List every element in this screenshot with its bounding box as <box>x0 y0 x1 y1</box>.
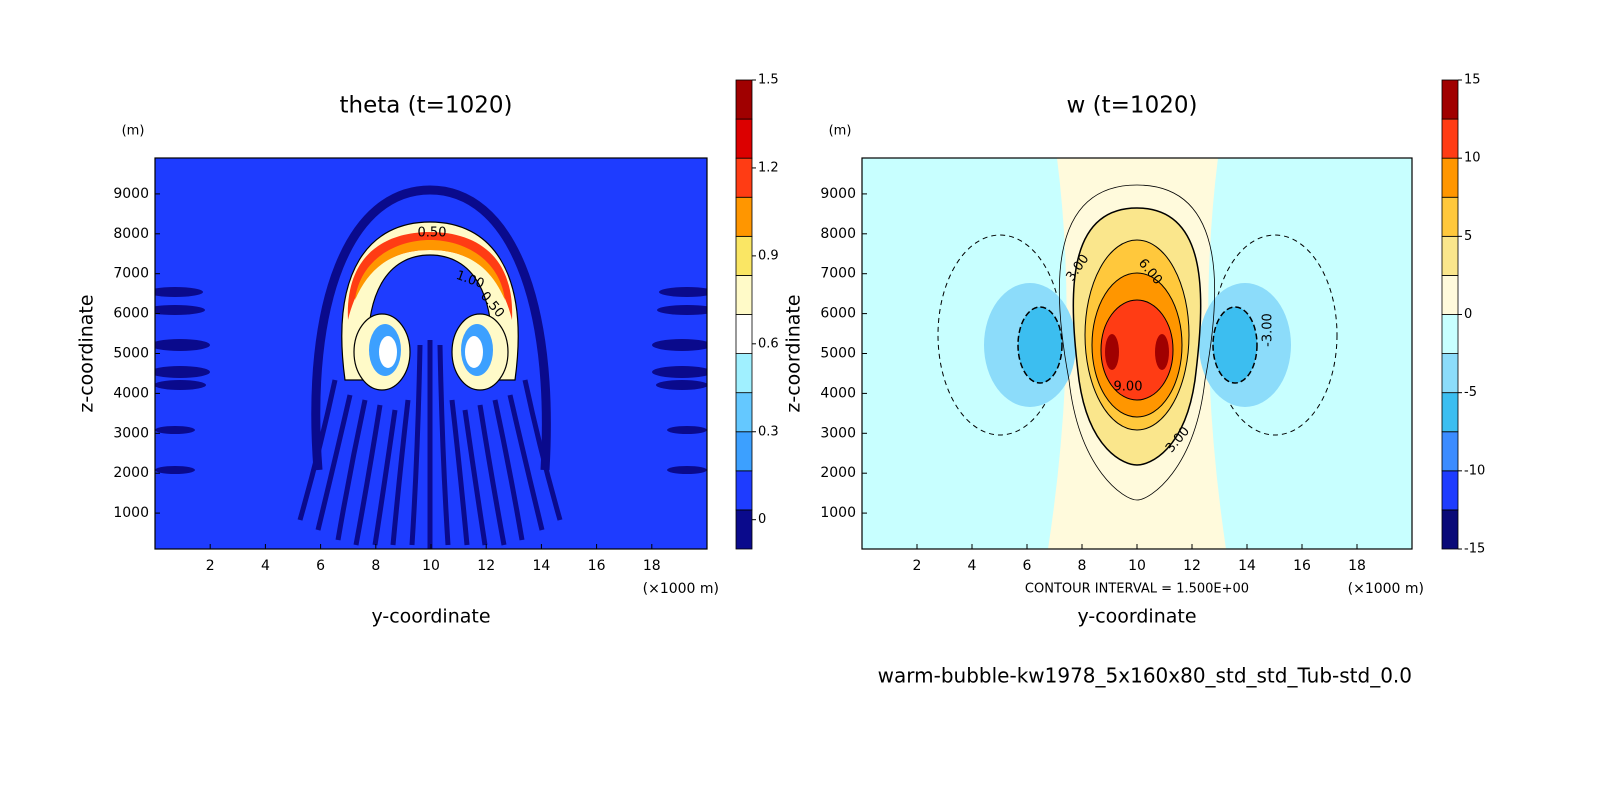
colorbar-tick-label: 1.2 <box>758 160 779 175</box>
colorbar-box <box>735 118 753 159</box>
x-axis-label: y-coordinate <box>1077 606 1196 628</box>
colorbar-box <box>1441 275 1459 315</box>
colorbar-tick-label: -15 <box>1464 542 1485 557</box>
y-tick-label: 8000 <box>113 226 149 242</box>
annotation: CONTOUR INTERVAL = 1.500E+00 <box>1025 582 1249 597</box>
x-tick-label: 4 <box>261 558 270 574</box>
colorbar-tick-label: 15 <box>1464 73 1481 88</box>
colorbar-box <box>1441 431 1459 472</box>
chart-title: w (t=1020) <box>1067 93 1198 119</box>
y-tick-label: 1000 <box>113 505 149 521</box>
y-tick-label: 3000 <box>820 425 856 441</box>
colorbar-tick-label: 0.6 <box>758 336 779 351</box>
colorbar-tick-label: -5 <box>1464 385 1477 400</box>
y-axis-label: z-coordinate <box>76 294 98 412</box>
x-tick-label: 14 <box>532 558 550 574</box>
colorbar-box <box>1441 509 1459 550</box>
x-axis-label: y-coordinate <box>371 606 490 628</box>
x-tick-label: 10 <box>1128 558 1146 574</box>
x-tick-label: 6 <box>1023 558 1032 574</box>
colorbar-box <box>735 314 753 354</box>
colorbar-box <box>735 196 753 237</box>
contour-label: 9.00 <box>1114 380 1143 395</box>
x-unit: (×1000 m) <box>1348 581 1424 597</box>
colorbar-tick-label: 0 <box>1464 307 1472 322</box>
y-tick-label: 9000 <box>113 186 149 202</box>
y-tick-label: 9000 <box>820 186 856 202</box>
x-tick-label: 8 <box>1078 558 1087 574</box>
chart-title: theta (t=1020) <box>340 93 513 119</box>
y-unit: (m) <box>122 124 145 139</box>
x-unit: (×1000 m) <box>643 581 719 597</box>
colorbar-box <box>1441 235 1459 276</box>
x-tick-label: 6 <box>316 558 325 574</box>
x-tick-label: 18 <box>643 558 661 574</box>
colorbar-box <box>1441 157 1459 198</box>
colorbar-box <box>735 157 753 198</box>
y-tick-label: 5000 <box>113 346 149 362</box>
y-tick-label: 3000 <box>113 425 149 441</box>
colorbar-box <box>735 353 753 394</box>
y-tick-label: 7000 <box>820 266 856 282</box>
y-tick-label: 8000 <box>820 226 856 242</box>
x-tick-label: 14 <box>1238 558 1256 574</box>
colorbar-tick-label: 5 <box>1464 229 1472 244</box>
theta-field <box>155 158 707 549</box>
colorbar-box <box>735 509 753 550</box>
y-tick-label: 1000 <box>820 505 856 521</box>
y-tick-label: 2000 <box>113 465 149 481</box>
x-tick-label: 10 <box>422 558 440 574</box>
y-tick-label: 4000 <box>113 385 149 401</box>
colorbar-box <box>735 79 753 120</box>
y-tick-label: 7000 <box>113 266 149 282</box>
contour-label: 0.50 <box>418 226 447 241</box>
contour-label: -3.00 <box>1261 313 1276 347</box>
caption: warm-bubble-kw1978_5x160x80_std_std_Tub-… <box>878 664 1412 688</box>
w-field <box>862 158 1412 549</box>
colorbar-box <box>735 235 753 276</box>
x-tick-label: 16 <box>588 558 606 574</box>
x-tick-label: 12 <box>477 558 495 574</box>
colorbar-box <box>1441 470 1459 511</box>
colorbar-box <box>1441 392 1459 433</box>
y-tick-label: 5000 <box>820 346 856 362</box>
colorbar-box <box>1441 314 1459 354</box>
colorbar-tick-label: 1.5 <box>758 73 779 88</box>
colorbar-tick-label: 0.3 <box>758 424 779 439</box>
colorbar-box <box>1441 353 1459 394</box>
x-tick-label: 8 <box>371 558 380 574</box>
x-tick-label: 18 <box>1348 558 1366 574</box>
colorbar-box <box>1441 196 1459 237</box>
colorbar-box <box>735 431 753 472</box>
colorbar-tick-label: 0 <box>758 512 766 527</box>
y-tick-label: 6000 <box>820 306 856 322</box>
colorbar-tick-label: -10 <box>1464 463 1485 478</box>
y-axis-label: z-coordinate <box>783 294 805 412</box>
x-tick-label: 2 <box>206 558 215 574</box>
x-tick-label: 12 <box>1183 558 1201 574</box>
colorbar-box <box>1441 118 1459 159</box>
colorbar-box <box>1441 79 1459 120</box>
colorbar-box <box>735 470 753 511</box>
colorbar-tick-label: 0.9 <box>758 248 779 263</box>
colorbar-box <box>735 275 753 315</box>
y-tick-label: 4000 <box>820 385 856 401</box>
colorbar-tick-label: 10 <box>1464 151 1481 166</box>
x-tick-label: 4 <box>968 558 977 574</box>
x-tick-label: 2 <box>913 558 922 574</box>
x-tick-label: 16 <box>1293 558 1311 574</box>
colorbar-box <box>735 392 753 433</box>
y-tick-label: 6000 <box>113 306 149 322</box>
y-unit: (m) <box>829 124 852 139</box>
y-tick-label: 2000 <box>820 465 856 481</box>
